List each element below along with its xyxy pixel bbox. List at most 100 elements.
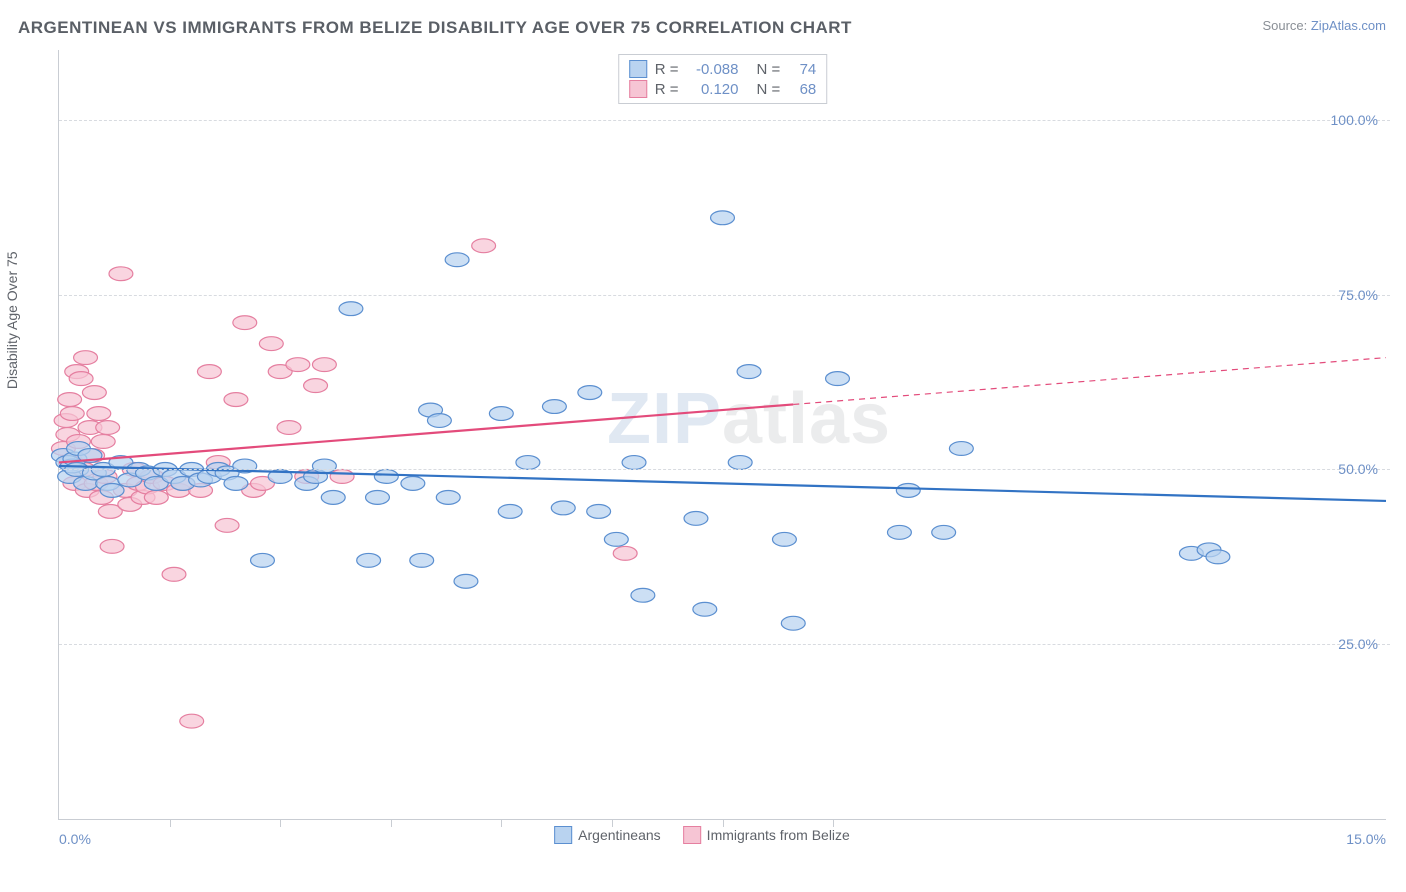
y-tick-label: 75.0% [1338,287,1378,303]
stats-legend-box: R = -0.088 N = 74 R = 0.120 N = 68 [618,54,828,104]
series-swatch [683,826,701,844]
chart-container: Disability Age Over 75 ZIPatlas R =-0.08… [18,50,1386,850]
stat-n-value: 74 [788,61,816,78]
data-point [693,602,717,616]
data-point [622,456,646,470]
plot-area: ZIPatlas R =-0.088N =74R =0.120N =68 0.0… [58,50,1386,820]
data-point [737,365,761,379]
series-swatch [629,60,647,78]
series-swatch [554,826,572,844]
data-point [60,407,84,421]
data-point [454,574,478,588]
data-point [277,421,301,435]
data-point [587,504,611,518]
gridline [59,469,1390,470]
stat-r-value: -0.088 [687,61,739,78]
data-point [551,501,575,515]
data-point [366,490,390,504]
data-point [1206,550,1230,564]
data-point [58,393,82,407]
trend-line-dashed [793,358,1386,405]
data-point [436,490,460,504]
data-point [932,525,956,539]
data-point [96,421,120,435]
data-point [312,459,336,473]
data-point [224,477,248,491]
x-tick [280,819,281,827]
x-tick [501,819,502,827]
stats-row: R = -0.088 N = 74 [629,59,817,79]
data-point [781,616,805,630]
data-point [74,351,98,365]
x-tick [170,819,171,827]
gridline [59,644,1390,645]
y-tick-label: 25.0% [1338,636,1378,652]
gridline [59,120,1390,121]
source-citation: Source: ZipAtlas.com [1262,18,1386,33]
data-point [896,484,920,498]
data-point [374,470,398,484]
data-point [949,442,973,456]
stat-n-value: 68 [788,81,816,98]
x-tick [391,819,392,827]
data-point [286,358,310,372]
data-point [578,386,602,400]
data-point [604,532,628,546]
stat-r-label: R = [655,81,679,98]
data-point [144,490,168,504]
data-point [613,546,637,560]
gridline [59,295,1390,296]
data-point [82,386,106,400]
data-point [215,518,239,532]
data-point [109,267,133,281]
y-axis-label: Disability Age Over 75 [4,251,20,389]
data-point [233,316,257,330]
data-point [410,553,434,567]
data-point [772,532,796,546]
data-point [631,588,655,602]
series-swatch [629,80,647,98]
stat-n-label: N = [757,81,781,98]
data-point [224,393,248,407]
data-point [197,365,221,379]
x-max-label: 15.0% [1346,831,1386,847]
y-tick-label: 50.0% [1338,461,1378,477]
stat-n-label: N = [757,61,781,78]
data-point [339,302,363,316]
source-link[interactable]: ZipAtlas.com [1311,18,1386,33]
legend-bottom: Argentineans Immigrants from Belize [554,826,850,844]
data-point [259,337,283,351]
stats-row: R = 0.120 N = 68 [629,79,817,99]
data-point [100,539,124,553]
data-point [321,490,345,504]
data-point [427,414,451,428]
data-point [489,407,513,421]
y-tick-label: 100.0% [1331,112,1378,128]
data-point [401,477,425,491]
data-point [251,553,275,567]
legend-item: Immigrants from Belize [683,826,850,844]
chart-title: ARGENTINEAN VS IMMIGRANTS FROM BELIZE DI… [18,18,852,38]
data-point [330,470,354,484]
data-point [498,504,522,518]
data-point [472,239,496,253]
data-point [69,372,93,386]
stat-r-value: 0.120 [687,81,739,98]
data-point [180,714,204,728]
data-point [91,435,115,449]
data-point [684,511,708,525]
x-min-label: 0.0% [59,831,91,847]
data-point [357,553,381,567]
data-point [445,253,469,267]
data-point [728,456,752,470]
legend-item: Argentineans [554,826,661,844]
legend-label: Argentineans [578,827,661,843]
data-point [542,400,566,414]
legend-label: Immigrants from Belize [707,827,850,843]
scatter-svg [59,50,1386,819]
data-point [100,484,124,498]
stat-r-label: R = [655,61,679,78]
data-point [87,407,111,421]
data-point [887,525,911,539]
data-point [312,358,336,372]
